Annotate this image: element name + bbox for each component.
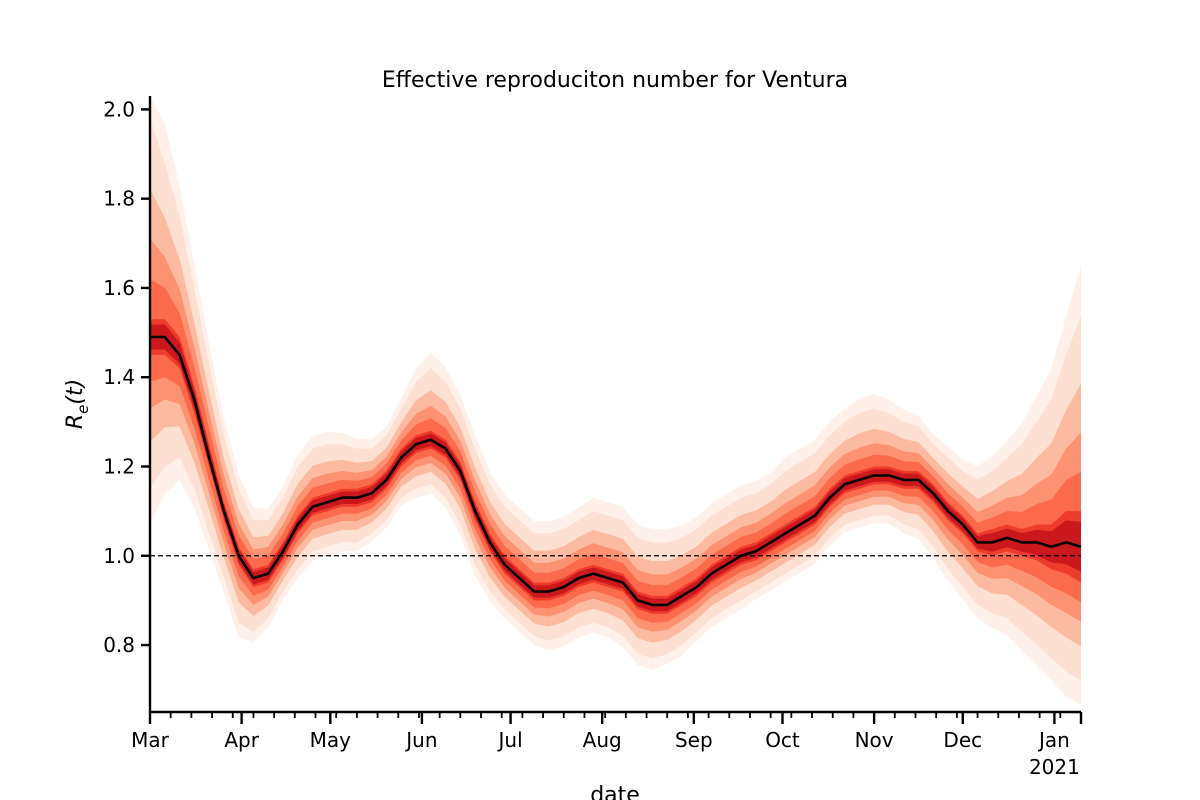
x-tick-label: Jul bbox=[497, 728, 523, 752]
y-axis-label-arg: (t) bbox=[63, 379, 88, 405]
uncertainty-band-4 bbox=[150, 238, 1081, 632]
chart-title: Effective reproduciton number for Ventur… bbox=[382, 68, 848, 93]
y-axis-label-base: R bbox=[63, 414, 88, 429]
x-tick-label: May bbox=[310, 728, 352, 752]
x-tick-label: Nov bbox=[855, 728, 894, 752]
y-tick-label: 1.6 bbox=[103, 276, 135, 300]
y-axis-label: Re(t) bbox=[63, 379, 92, 429]
uncertainty-bands bbox=[150, 96, 1081, 706]
x-tick-label: Aug bbox=[583, 728, 622, 752]
y-tick-label: 1.0 bbox=[103, 544, 135, 568]
x-tick-label: Jan bbox=[1037, 728, 1070, 752]
x-tick-label: Sep bbox=[675, 728, 713, 752]
x-tick-label: Dec bbox=[943, 728, 982, 752]
x-axis-ticks: Mar Apr May Jun Jul Aug Sep Oct Nov Dec Jan 2021 bbox=[131, 712, 1083, 779]
x-tick-sublabel: 2021 bbox=[1029, 755, 1080, 779]
x-tick-label: Mar bbox=[131, 728, 170, 752]
y-axis-label-sub: e bbox=[74, 405, 92, 414]
y-tick-label: 2.0 bbox=[103, 97, 135, 121]
x-tick-label: Oct bbox=[765, 728, 800, 752]
x-axis-label: date bbox=[590, 783, 640, 800]
y-tick-label: 0.8 bbox=[103, 633, 135, 657]
x-tick-label: Jun bbox=[404, 728, 437, 752]
y-tick-label: 1.4 bbox=[103, 365, 135, 389]
y-tick-label: 1.2 bbox=[103, 454, 135, 478]
median-line bbox=[150, 335, 1082, 607]
x-tick-label: Apr bbox=[224, 728, 259, 752]
y-tick-label: 1.8 bbox=[103, 187, 135, 211]
y-axis-ticks: 0.8 1.0 1.2 1.4 1.6 1.8 2.0 bbox=[103, 97, 150, 657]
